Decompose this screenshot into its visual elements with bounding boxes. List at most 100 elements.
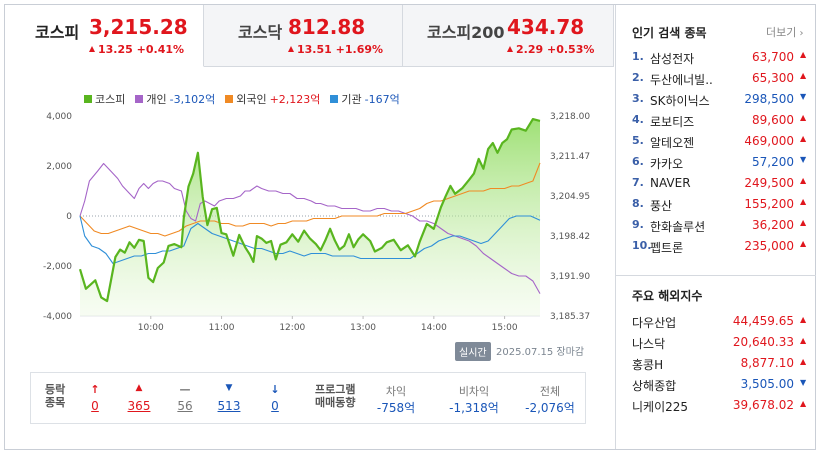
index-name: 상해종합 [632, 379, 677, 393]
tab-kospi200[interactable]: 코스피200 434.78 2.29 +0.53% [403, 5, 614, 67]
lower-limit-count[interactable]: 0 [271, 399, 279, 413]
kospi-area-fill [80, 119, 540, 316]
series-institution [79, 215, 541, 265]
change-pct: +0.53% [546, 43, 595, 56]
tab-kosdaq-name: 코스닥 [238, 23, 283, 42]
tab-kosdaq-change: 13.51 +1.69% [288, 43, 383, 56]
change-pct: +1.69% [335, 43, 384, 56]
rank: 6. [632, 155, 644, 168]
x-tick-label: 11:00 [209, 323, 235, 333]
change-amount: 13.25 [98, 43, 133, 56]
up-triangle-icon: ▲ [800, 113, 807, 122]
list-item[interactable]: 6. 카카오 57,200 ▼ [632, 152, 808, 173]
list-item[interactable]: 1. 삼성전자 63,700 ▲ [632, 47, 808, 68]
index-name: 홍콩H [632, 358, 664, 372]
tab-kospi-value: 3,215.28 [89, 15, 188, 39]
index-price: 8,877.10 [740, 356, 794, 370]
rank: 5. [632, 134, 644, 147]
down-count[interactable]: 513 [217, 399, 241, 413]
unchanged-count[interactable]: 56 [177, 399, 193, 413]
legend-value: -3,102억 [169, 93, 216, 106]
list-item[interactable]: 나스닥 20,640.33 ▲ [632, 333, 808, 354]
stock-price: 469,000 [744, 134, 794, 148]
list-item[interactable]: 4. 로보티즈 89,600 ▲ [632, 110, 808, 131]
index-name: 나스닥 [632, 337, 666, 351]
more-link[interactable]: 더보기 › [766, 24, 804, 40]
legend-swatch-foreign [225, 95, 234, 103]
chart-legend: 코스피 개인 -3,102억 외국인 +2,123억 기관 -167억 [84, 91, 400, 107]
list-item[interactable]: 다우산업 44,459.65 ▲ [632, 312, 808, 333]
up-triangle-icon [288, 46, 294, 52]
list-item[interactable]: 10. 펩트론 235,000 ▲ [632, 236, 808, 257]
non-arbitrage-header: 비차익 [458, 385, 490, 398]
legend-swatch-institution [330, 95, 339, 103]
stock-price: 63,700 [752, 50, 794, 64]
unchanged-icon: — [179, 383, 191, 396]
series-kospi [78, 118, 541, 303]
popular-list: 1. 삼성전자 63,700 ▲ 2. 두산에너빌.. 65,300 ▲ 3. SK하이닉스 298… [632, 47, 808, 257]
rank: 4. [632, 113, 644, 126]
stock-price: 57,200 [752, 155, 794, 169]
up-count[interactable]: 365 [127, 399, 151, 413]
rank: 9. [632, 218, 644, 231]
list-item[interactable]: 7. NAVER 249,500 ▲ [632, 173, 808, 194]
legend-swatch-kospi [84, 95, 92, 103]
legend-institution[interactable]: 기관 -167억 [330, 91, 400, 107]
index-name: 니케이225 [632, 400, 689, 414]
tab-kospi200-value: 434.78 [507, 15, 585, 39]
stock-name: 삼성전자 [650, 52, 695, 66]
tab-kospi[interactable]: 코스피 3,215.28 13.25 +0.41% [5, 5, 204, 67]
popular-title: 인기 검색 종목 [632, 26, 707, 40]
change-amount: 13.51 [297, 43, 332, 56]
y-left-tick-label: -4,000 [43, 312, 72, 322]
y-right-tick-label: 3,218.00 [550, 112, 590, 122]
tab-kospi-change: 13.25 +0.41% [89, 43, 184, 56]
change-pct: +0.41% [136, 43, 185, 56]
index-price: 20,640.33 [732, 335, 794, 349]
tab-kospi200-change: 2.29 +0.53% [507, 43, 594, 56]
program-trading-label: 프로그램 매매동향 [315, 383, 355, 409]
rank: 3. [632, 92, 644, 105]
upper-limit-count[interactable]: 0 [91, 399, 99, 413]
list-item[interactable]: 3. SK하이닉스 298,500 ▼ [632, 89, 808, 110]
legend-label: 개인 [146, 93, 167, 106]
down-triangle-icon: ▼ [800, 155, 807, 164]
x-tick-label: 10:00 [138, 323, 164, 333]
x-tick-label: 15:00 [492, 323, 518, 333]
total-header: 전체 [539, 385, 561, 398]
rank: 10. [632, 239, 652, 252]
up-triangle-icon: ▲ [800, 336, 807, 345]
overseas-list: 다우산업 44,459.65 ▲ 나스닥 20,640.33 ▲ 홍콩H 8,877.10 ▲ 상… [632, 312, 808, 417]
up-triangle-icon: ▲ [800, 176, 807, 185]
realtime-badge[interactable]: 실시간 [455, 342, 491, 361]
list-item[interactable]: 상해종합 3,505.00 ▼ [632, 375, 808, 396]
legend-individual[interactable]: 개인 -3,102억 [135, 91, 215, 107]
y-right-tick-label: 3,191.90 [550, 272, 590, 282]
legend-kospi[interactable]: 코스피 [84, 91, 125, 107]
overseas-title: 주요 해외지수 [632, 289, 703, 303]
advance-decline-label: 등락 종목 [45, 383, 65, 409]
tab-kosdaq[interactable]: 코스닥 812.88 13.51 +1.69% [204, 5, 403, 67]
list-item[interactable]: 홍콩H 8,877.10 ▲ [632, 354, 808, 375]
total-value: -2,076억 [525, 401, 575, 415]
list-item[interactable]: 9. 한화솔루션 36,200 ▲ [632, 215, 808, 236]
list-item[interactable]: 5. 알테오젠 469,000 ▲ [632, 131, 808, 152]
stock-name: 한화솔루션 [650, 220, 706, 234]
y-left-tick-label: 2,000 [46, 162, 72, 172]
up-triangle-icon [89, 46, 95, 52]
legend-foreign[interactable]: 외국인 +2,123억 [225, 91, 320, 107]
list-item[interactable]: 니케이225 39,678.02 ▲ [632, 396, 808, 417]
y-left-tick-label: 4,000 [46, 112, 72, 122]
upper-limit-icon: ↑ [90, 383, 100, 396]
index-name: 다우산업 [632, 316, 677, 330]
rank: 2. [632, 71, 644, 84]
list-item[interactable]: 2. 두산에너빌.. 65,300 ▲ [632, 68, 808, 89]
stock-price: 89,600 [752, 113, 794, 127]
stock-name: 두산에너빌.. [650, 73, 713, 87]
legend-label: 기관 [341, 93, 362, 106]
up-triangle-icon: ▲ [800, 197, 807, 206]
rank: 8. [632, 197, 644, 210]
list-item[interactable]: 8. 풍산 155,200 ▲ [632, 194, 808, 215]
up-triangle-icon [507, 46, 513, 52]
